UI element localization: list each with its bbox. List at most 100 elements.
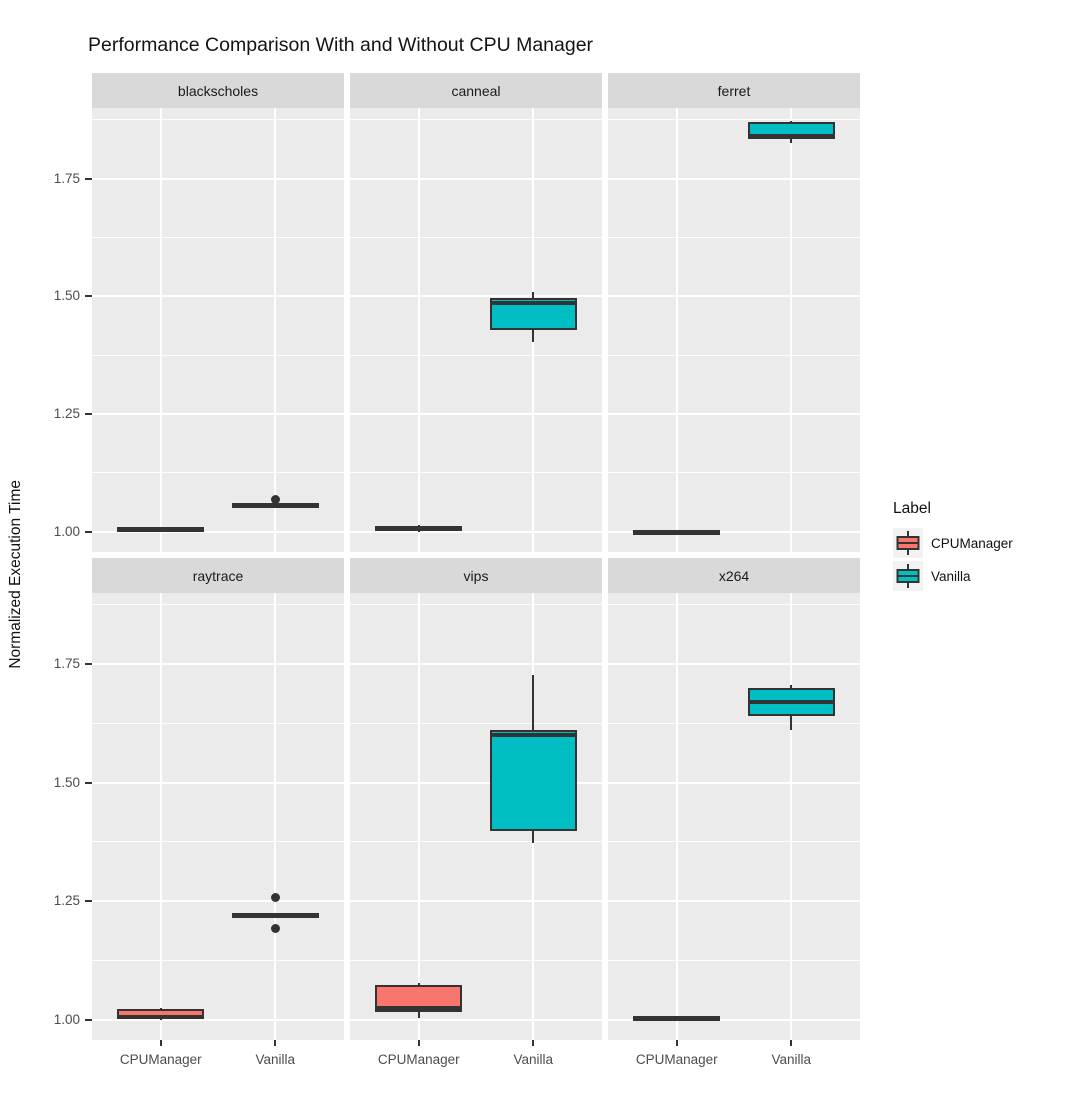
- gridline-minor: [608, 604, 860, 606]
- gridline-major: [350, 1018, 602, 1021]
- gridline-major: [92, 781, 344, 784]
- legend: Label CPUManager Vanilla: [893, 500, 1013, 594]
- gridline-major: [92, 177, 344, 180]
- gridline-minor: [92, 841, 344, 843]
- y-axis-tick: [85, 1018, 92, 1021]
- legend-key-boxplot-icon: [893, 561, 923, 591]
- x-tick-label: Vanilla: [255, 1052, 295, 1067]
- gridline-major: [608, 530, 860, 533]
- y-tick-label: 1.00: [53, 523, 80, 539]
- legend-entry-label: Vanilla: [931, 568, 971, 584]
- outlier-point: [270, 495, 280, 505]
- outlier-point: [270, 923, 280, 933]
- gridline-major: [350, 413, 602, 416]
- gridline-vertical: [159, 593, 162, 1040]
- y-axis-tick: [85, 295, 92, 298]
- y-tick-label: 1.00: [53, 1011, 80, 1027]
- y-tick-label: 1.75: [53, 170, 80, 186]
- gridline-minor: [92, 722, 344, 724]
- gridline-major: [608, 295, 860, 298]
- boxplot-median: [747, 134, 835, 139]
- gridline-minor: [350, 119, 602, 121]
- gridline-minor: [608, 354, 860, 356]
- y-tick-label: 1.50: [53, 774, 80, 790]
- gridline-major: [350, 663, 602, 666]
- outlier-point: [270, 892, 280, 902]
- boxplot-median: [231, 912, 319, 917]
- y-axis-tick: [85, 413, 92, 416]
- gridline-minor: [608, 722, 860, 724]
- facet-strip-label: x264: [718, 567, 750, 584]
- x-axis-tick: [790, 1040, 793, 1046]
- y-axis-tick: [85, 177, 92, 180]
- gridline-major: [92, 663, 344, 666]
- gridline-minor: [92, 236, 344, 238]
- facet-strip-label: blackscholes: [177, 82, 259, 99]
- x-tick-label: Vanilla: [513, 1052, 553, 1067]
- gridline-minor: [608, 841, 860, 843]
- gridline-minor: [350, 841, 602, 843]
- y-tick-label: 1.50: [53, 288, 80, 304]
- gridline-vertical: [417, 593, 420, 1040]
- boxplot-median: [375, 526, 463, 531]
- boxplot-box-vanilla: [489, 729, 577, 831]
- x-tick-label: CPUManager: [119, 1052, 202, 1067]
- y-axis-tick: [85, 781, 92, 784]
- gridline-minor: [350, 722, 602, 724]
- gridline-major: [350, 781, 602, 784]
- boxplot-median: [489, 301, 577, 306]
- facet-strip-blackscholes: blackscholes: [92, 73, 344, 108]
- gridline-vertical: [675, 108, 678, 552]
- facet-strip-label: vips: [463, 567, 489, 584]
- facet-strip-x264: x264: [608, 558, 860, 593]
- gridline-major: [608, 177, 860, 180]
- legend-entries: CPUManager Vanilla: [893, 528, 1013, 591]
- gridline-major: [92, 413, 344, 416]
- facet-strip-label: raytrace: [192, 567, 244, 584]
- y-tick-label: 1.75: [53, 656, 80, 672]
- gridline-vertical: [790, 593, 793, 1040]
- x-tick-label: CPUManager: [635, 1052, 718, 1067]
- facet-strip-label: ferret: [717, 82, 751, 99]
- boxplot-median: [747, 700, 835, 705]
- gridline-vertical: [790, 108, 793, 552]
- gridline-minor: [92, 472, 344, 474]
- y-tick-label: 1.25: [53, 893, 80, 909]
- facet-strip-vips: vips: [350, 558, 602, 593]
- facet-panel-vips: [350, 593, 602, 1040]
- chart-title: Performance Comparison With and Without …: [88, 34, 594, 56]
- gridline-vertical: [417, 108, 420, 552]
- x-tick-label: CPUManager: [377, 1052, 460, 1067]
- x-axis-tick: [274, 1040, 277, 1046]
- gridline-major: [92, 295, 344, 298]
- legend-entry-vanilla: Vanilla: [893, 561, 1013, 591]
- gridline-major: [350, 900, 602, 903]
- y-axis-tick: [85, 530, 92, 533]
- gridline-minor: [350, 236, 602, 238]
- boxplot-glyph-icon: [896, 564, 920, 588]
- facet-panel-raytrace: [92, 593, 344, 1040]
- boxplot-median: [633, 529, 721, 534]
- gridline-minor: [92, 959, 344, 961]
- gridline-major: [92, 900, 344, 903]
- gridline-minor: [608, 959, 860, 961]
- gridline-minor: [608, 472, 860, 474]
- gridline-major: [608, 781, 860, 784]
- boxplot-median: [231, 503, 319, 508]
- facet-strip-label: canneal: [451, 82, 501, 99]
- legend-title: Label: [893, 500, 931, 517]
- boxplot-glyph-icon: [896, 531, 920, 555]
- x-axis-tick: [417, 1040, 420, 1046]
- facet-strip-canneal: canneal: [350, 73, 602, 108]
- y-axis-tick: [85, 900, 92, 903]
- gridline-minor: [350, 959, 602, 961]
- gridline-major: [608, 1018, 860, 1021]
- gridline-major: [608, 900, 860, 903]
- gridline-minor: [608, 236, 860, 238]
- legend-entry-cpumanager: CPUManager: [893, 528, 1013, 558]
- facet-panel-ferret: [608, 108, 860, 552]
- gridline-minor: [608, 119, 860, 121]
- gridline-major: [92, 530, 344, 533]
- gridline-minor: [350, 604, 602, 606]
